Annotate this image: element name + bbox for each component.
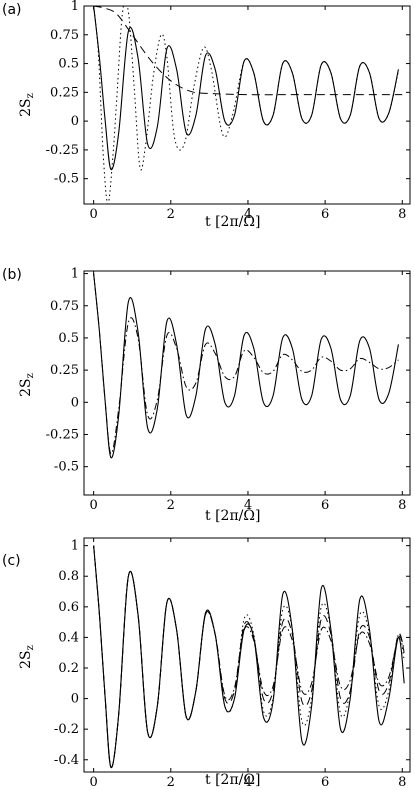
x-tick-label: 2: [167, 498, 175, 513]
y-tick-label: -0.25: [46, 427, 79, 442]
panel-label: (c): [2, 553, 21, 569]
y-axis-label: 2Sz: [18, 645, 36, 669]
y-tick-label: 0: [71, 692, 79, 707]
y-tick-label: 1: [71, 0, 79, 14]
y-tick-label: 0.4: [58, 630, 79, 645]
svg-text:2Sz: 2Sz: [18, 645, 36, 669]
y-tick-label: -0.5: [54, 172, 79, 187]
y-tick-label: -0.25: [46, 143, 79, 158]
y-tick-label: 0.5: [58, 57, 79, 72]
y-tick-label: 1: [71, 267, 79, 282]
y-tick-label: 1: [71, 539, 79, 554]
panel-a: (a) t [2π/Ω] 2Sz 0 2 4 6 8 1 0.75 0.5 0.25 0 -0.25…: [2, 0, 411, 230]
x-axis-label: t [2π/Ω]: [205, 214, 260, 230]
series-line-dash-dot: [93, 545, 405, 768]
y-tick-label: 0.8: [58, 569, 79, 584]
y-tick-label: 0.75: [50, 28, 79, 43]
x-tick-label: 2: [167, 207, 175, 222]
series-line-dashed: [93, 545, 405, 768]
y-tick-label: 0.2: [58, 661, 79, 676]
x-tick-label: 8: [398, 775, 406, 790]
y-tick-label: 0.25: [50, 363, 79, 378]
x-tick-label: 6: [321, 207, 329, 222]
y-tick-label: -0.4: [54, 753, 79, 768]
plot-frame: [83, 270, 411, 496]
svg-text:2Sz: 2Sz: [18, 373, 36, 397]
x-tick-label: 8: [398, 207, 406, 222]
svg-text:2Sz: 2Sz: [18, 93, 36, 117]
y-tick-label: 0: [71, 114, 79, 129]
y-axis-label: 2Sz: [18, 373, 36, 397]
panel-label: (a): [2, 2, 22, 18]
plot-frame: [83, 537, 411, 773]
plot-frame: [83, 5, 411, 205]
series-line-solid: [93, 273, 399, 459]
series-line-dashed: [93, 6, 403, 96]
x-tick-label: 6: [321, 775, 329, 790]
x-tick-label: 4: [244, 207, 252, 222]
panel-c: (c) t [2π/Ω] 2Sz 0 2 4 6 8 1 0.8 0.6 0.4 0.2 0 -0.2…: [2, 537, 411, 790]
x-tick-label: 8: [398, 498, 406, 513]
x-tick-label: 0: [90, 498, 98, 513]
y-axis-label: 2Sz: [18, 93, 36, 117]
y-tick-label: 0: [71, 395, 79, 410]
series-line-dash-dot: [93, 273, 399, 455]
x-tick-label: 0: [90, 775, 98, 790]
x-tick-label: 6: [321, 498, 329, 513]
x-tick-label: 4: [244, 498, 252, 513]
y-tick-label: 0.5: [58, 331, 79, 346]
y-tick-label: 0.25: [50, 85, 79, 100]
y-tick-label: -0.5: [54, 460, 79, 475]
panel-b: (b) t [2π/Ω] 2Sz 0 2 4 6 8 1 0.75 0.5 0.25 0 -0.25…: [2, 267, 411, 524]
series-line-dotted: [93, 545, 405, 768]
x-tick-label: 2: [167, 775, 175, 790]
x-tick-label: 4: [244, 775, 252, 790]
x-tick-label: 0: [90, 207, 98, 222]
y-tick-label: 0.6: [58, 600, 79, 615]
x-axis-label: t [2π/Ω]: [205, 772, 260, 788]
series-line-dotted: [93, 6, 399, 204]
y-tick-label: -0.2: [54, 722, 79, 737]
panel-label: (b): [2, 267, 22, 283]
x-axis-label: t [2π/Ω]: [205, 508, 260, 524]
series-line-solid: [93, 545, 405, 768]
series-line-solid: [93, 6, 399, 171]
y-tick-label: 0.75: [50, 299, 79, 314]
